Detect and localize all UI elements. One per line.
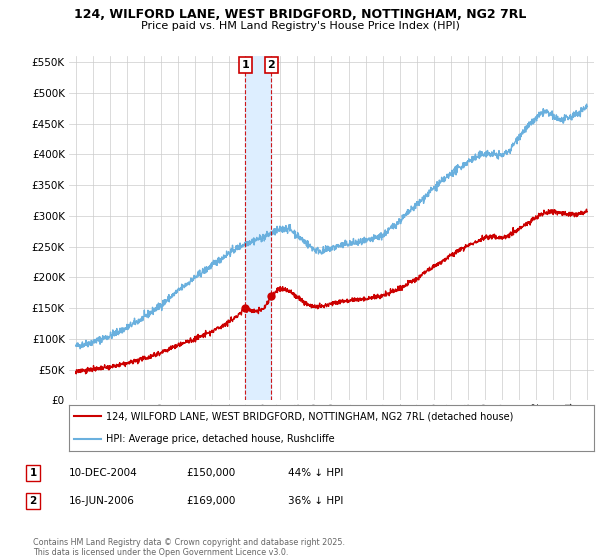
Text: 10-DEC-2004: 10-DEC-2004 [69,468,138,478]
Text: 44% ↓ HPI: 44% ↓ HPI [288,468,343,478]
Text: 1: 1 [29,468,37,478]
Bar [245,56,271,400]
Text: 1: 1 [241,60,249,70]
Text: £169,000: £169,000 [186,496,235,506]
Text: Contains HM Land Registry data © Crown copyright and database right 2025.
This d: Contains HM Land Registry data © Crown c… [33,538,345,557]
Text: 2: 2 [267,60,275,70]
Text: 2: 2 [29,496,37,506]
Text: 124, WILFORD LANE, WEST BRIDGFORD, NOTTINGHAM, NG2 7RL (detached house): 124, WILFORD LANE, WEST BRIDGFORD, NOTTI… [106,412,513,421]
Text: £150,000: £150,000 [186,468,235,478]
Text: Price paid vs. HM Land Registry's House Price Index (HPI): Price paid vs. HM Land Registry's House … [140,21,460,31]
Text: 36% ↓ HPI: 36% ↓ HPI [288,496,343,506]
Text: 16-JUN-2006: 16-JUN-2006 [69,496,135,506]
Text: HPI: Average price, detached house, Rushcliffe: HPI: Average price, detached house, Rush… [106,435,334,444]
Text: 124, WILFORD LANE, WEST BRIDGFORD, NOTTINGHAM, NG2 7RL: 124, WILFORD LANE, WEST BRIDGFORD, NOTTI… [74,8,526,21]
